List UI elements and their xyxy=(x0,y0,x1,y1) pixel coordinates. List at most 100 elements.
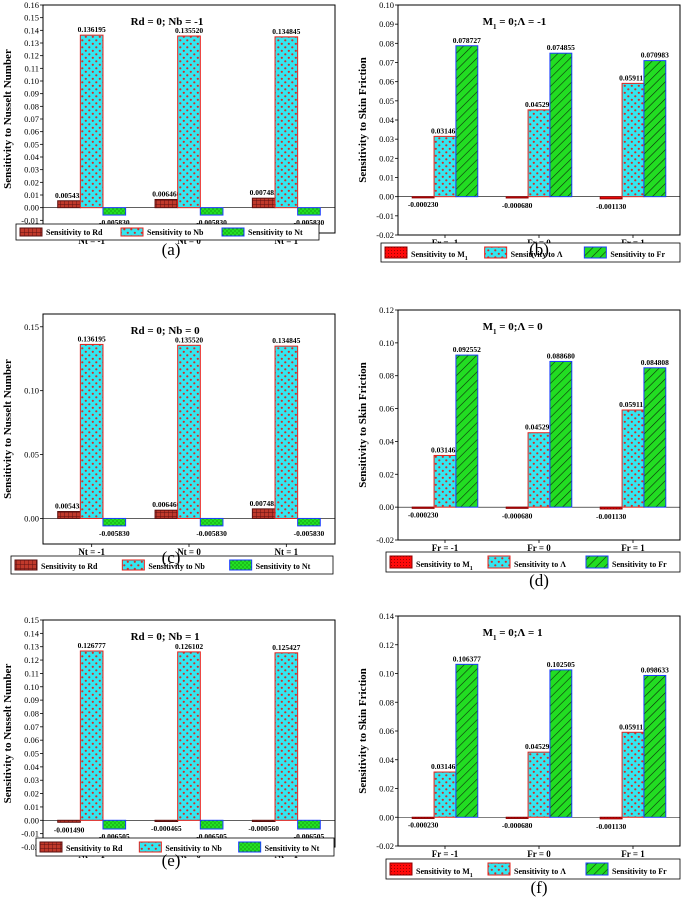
legend-label: Sensitivity to Nb xyxy=(165,844,222,853)
bar-rd xyxy=(154,509,179,519)
bar-nb xyxy=(177,35,201,209)
bar-nt xyxy=(102,207,127,216)
bar-value-label: -0.005830 xyxy=(196,218,227,227)
y-tick-label: 0.09 xyxy=(379,19,394,29)
y-tick-label: 0.03 xyxy=(24,775,39,785)
x-tick-label: Fr = 0 xyxy=(527,543,551,553)
bar-rd xyxy=(154,819,179,822)
x-tick-label: Fr = -1 xyxy=(432,543,459,553)
y-tick-label: -0.02 xyxy=(376,535,394,545)
y-tick-label: 0.02 xyxy=(24,789,39,799)
y-axis-label: Sensitivity to Nusselt Number xyxy=(2,49,14,189)
y-tick-label: 0.10 xyxy=(24,682,39,692)
bar-m1 xyxy=(599,816,623,820)
y-tick-label: 0.03 xyxy=(24,165,39,175)
y-axis-label: Sensitivity to Skin Friction xyxy=(357,362,369,488)
legend-label: Sensitivity to Fr xyxy=(612,867,667,876)
y-tick-label: 0.06 xyxy=(379,726,394,736)
legend-swatch-lam xyxy=(487,555,511,569)
y-tick-label: 0.10 xyxy=(379,669,394,679)
bar-value-label: 0.005435 xyxy=(55,501,83,510)
legend-label: Sensitivity to Fr xyxy=(610,250,665,259)
legend: Sensitivity to M1 Sensitivity to Λ Sensiti… xyxy=(385,858,681,880)
legend-swatch-lam xyxy=(487,862,511,876)
bar-nt xyxy=(102,819,127,830)
bar-value-label: -0.005830 xyxy=(294,529,325,538)
y-tick-label: 0.09 xyxy=(24,695,39,705)
y-axis-label: Sensitivity to Nusselt Number xyxy=(2,359,14,499)
y-tick-label: -0.02 xyxy=(376,230,394,240)
y-tick-label: 0.11 xyxy=(24,63,39,73)
y-tick-label: 0.01 xyxy=(24,190,39,200)
x-tick-label: Fr = 0 xyxy=(527,849,551,859)
bar-value-label: -0.000230 xyxy=(408,821,439,830)
panel-annotation: Rd = 0; Nb = -1 xyxy=(131,16,204,28)
legend-label: Sensitivity to Λ xyxy=(514,560,566,569)
x-tick-label: Nt = -1 xyxy=(78,236,105,246)
bar-fr xyxy=(643,674,667,818)
panel-caption: (f) xyxy=(531,878,548,897)
legend-swatch-rd xyxy=(19,227,43,237)
legend-swatch-m1 xyxy=(384,246,408,259)
y-tick-label: 0.10 xyxy=(379,338,394,348)
bar-value-label: -0.005830 xyxy=(294,218,325,227)
y-tick-label: 0.15 xyxy=(24,322,39,332)
y-tick-label: 0.05 xyxy=(24,749,39,759)
legend-label: Sensitivity to Rd xyxy=(41,562,98,571)
bar-value-label: 0.007485 xyxy=(250,188,278,197)
bar-nt xyxy=(102,517,127,527)
legend: Sensitivity to Rd Sensitivity to Nb Sensit… xyxy=(35,837,335,857)
bar-value-label: 0.136195 xyxy=(78,334,106,343)
bar-value-label: -0.000680 xyxy=(502,511,533,520)
legend-label: Sensitivity to Nt xyxy=(265,844,320,853)
y-tick-label: -0.02 xyxy=(376,841,394,851)
bar-value-label: 0.074855 xyxy=(547,43,575,52)
y-tick-label: 0.14 xyxy=(24,628,40,638)
bar-m1 xyxy=(599,196,623,200)
legend-label: Sensitivity to Rd xyxy=(66,844,123,853)
y-tick-label: 0.05 xyxy=(379,96,394,106)
bar-rd xyxy=(251,197,276,209)
bar-value-label: 0.102505 xyxy=(547,660,575,669)
bar-value-label: -0.005830 xyxy=(99,218,130,227)
bar-value-label: 0.098633 xyxy=(641,665,669,674)
legend-label: Sensitivity to M1 xyxy=(416,867,473,879)
y-tick-label: 0.15 xyxy=(24,615,39,625)
y-tick-label: 0.06 xyxy=(379,77,394,87)
panel-caption: (d) xyxy=(529,571,549,590)
y-tick-label: 0.08 xyxy=(379,38,394,48)
panel-b: -0.02 -0.01 0.00 0.01 0.02 0.03 0.04 0.05 0.06 0.… xyxy=(357,0,681,263)
bar-value-label: 0.007485 xyxy=(250,499,278,508)
panel-caption: (b) xyxy=(529,240,549,259)
y-tick-label: 0.04 xyxy=(24,762,40,772)
y-tick-label: 0.14 xyxy=(24,25,40,35)
bar-value-label: -0.001130 xyxy=(596,822,626,831)
y-tick-label: 0.04 xyxy=(379,755,395,765)
y-tick-label: -0.01 xyxy=(21,215,39,225)
y-tick-label: 0.04 xyxy=(379,436,395,446)
legend-swatch-nb xyxy=(121,559,145,571)
y-tick-label: -0.02 xyxy=(21,842,39,852)
legend-label: Sensitivity to Λ xyxy=(511,250,563,259)
panel-annotation: M1 = 0;Λ = 0 xyxy=(483,321,543,336)
bar-value-label: -0.000465 xyxy=(151,824,182,833)
bar-value-label: 0.126102 xyxy=(175,642,203,651)
x-tick-label: Nt = -1 xyxy=(78,547,105,557)
y-tick-label: 0.13 xyxy=(24,642,39,652)
bar-value-label: 0.006460 xyxy=(152,189,180,198)
panel-e: -0.02 -0.01 0.00 0.01 0.02 0.03 0.04 0.05 0.06 0.… xyxy=(2,615,336,870)
bar-nb xyxy=(274,652,299,821)
legend-label: Sensitivity to M1 xyxy=(411,250,468,262)
bar-value-label: 0.005435 xyxy=(55,191,83,200)
y-tick-label: 0.10 xyxy=(24,386,39,396)
bar-value-label: 0.045290 xyxy=(525,742,553,751)
y-tick-label: 0.07 xyxy=(24,722,39,732)
x-tick-label: Nt = 1 xyxy=(275,236,299,246)
bar-value-label: 0.134845 xyxy=(272,336,300,345)
bar-value-label: 0.084808 xyxy=(641,358,669,367)
y-tick-label: 0.12 xyxy=(379,305,394,315)
bar-nb xyxy=(274,36,299,209)
y-tick-label: 0.07 xyxy=(379,58,394,68)
y-tick-label: 0.02 xyxy=(379,784,394,794)
